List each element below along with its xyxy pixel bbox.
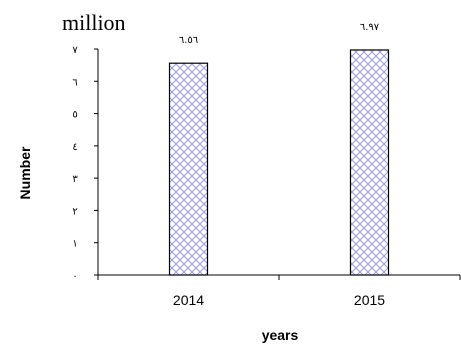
data-label: ٦.٥٦	[179, 35, 198, 46]
x-tick-label: 2014	[173, 292, 204, 308]
x-tick-label: 2015	[354, 292, 385, 308]
y-tick-label: ٦	[72, 77, 77, 88]
bar-2015	[349, 49, 390, 276]
y-axis-title: Number	[17, 146, 33, 199]
y-tick-label: ١	[72, 239, 77, 250]
y-tick-label: ٢	[72, 206, 77, 217]
x-axis-ticks: 2014 2015	[97, 275, 461, 308]
bars-group	[168, 49, 390, 276]
y-tick-label: ٣	[72, 174, 78, 185]
y-tick-label: ٥	[72, 110, 77, 121]
y-tick-label: ٠	[72, 271, 77, 282]
data-labels-group: ٦.٥٦ ٦.٩٧	[179, 22, 380, 46]
unit-label: million	[62, 10, 126, 35]
x-axis-title: years	[262, 327, 299, 343]
y-tick-label: ٧	[72, 45, 78, 56]
bar-2014	[168, 62, 209, 276]
y-axis-ticks: ٠ ١ ٢ ٣ ٤ ٥ ٦ ٧	[72, 45, 98, 282]
y-tick-label: ٤	[72, 142, 77, 153]
data-label: ٦.٩٧	[360, 22, 380, 33]
